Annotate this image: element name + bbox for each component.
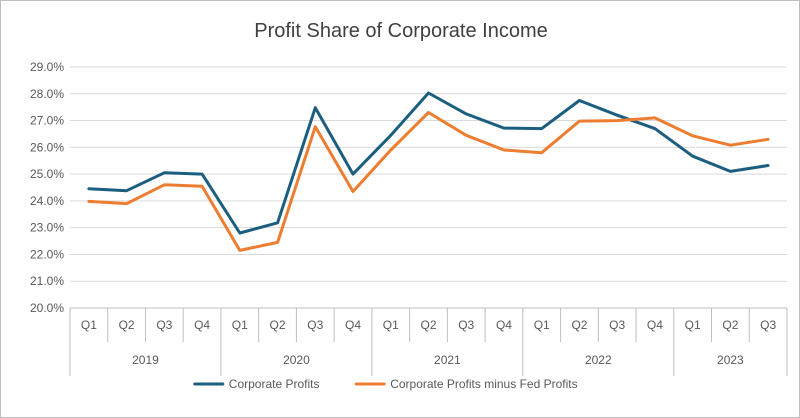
x-tick-label: Q4: [194, 318, 210, 332]
x-tick-label: Q3: [156, 318, 172, 332]
x-tick-label: Q1: [534, 318, 550, 332]
x-year-label: 2022: [585, 353, 612, 367]
x-tick-label: Q3: [609, 318, 625, 332]
y-tick-label: 23.0%: [30, 221, 64, 235]
y-tick-label: 28.0%: [30, 87, 64, 101]
series-line-1: [87, 91, 770, 235]
y-axis: 20.0% 21.0% 22.0% 23.0% 24.0% 25.0% 26.0% 27.0%…: [30, 60, 64, 315]
x-year-label: 2020: [283, 353, 310, 367]
y-tick-label: 21.0%: [30, 274, 64, 288]
x-tick-label: Q2: [119, 318, 135, 332]
legend: Corporate Profits Corporate Profits minus…: [193, 377, 578, 391]
y-tick-label: 26.0%: [30, 140, 64, 154]
x-tick-label: Q4: [345, 318, 361, 332]
x-tick-label: Q1: [685, 318, 701, 332]
legend-label-1: Corporate Profits: [229, 377, 320, 391]
gridlines: [70, 66, 787, 309]
legend-label-2: Corporate Profits minus Fed Profits: [390, 377, 577, 391]
x-tick-label: Q1: [232, 318, 248, 332]
y-tick-label: 27.0%: [30, 114, 64, 128]
x-tick-label: Q2: [571, 318, 587, 332]
y-tick-label: 25.0%: [30, 167, 64, 181]
x-tick-label: Q4: [496, 318, 512, 332]
x-tick-label: Q2: [722, 318, 738, 332]
x-tick-label: Q4: [647, 318, 663, 332]
y-tick-label: 24.0%: [30, 194, 64, 208]
x-year-label: 2019: [132, 353, 159, 367]
x-tick-label: Q2: [270, 318, 286, 332]
x-year-label: 2023: [717, 353, 744, 367]
y-tick-label: 22.0%: [30, 247, 64, 261]
x-axis: Q1 Q2 Q3 Q4 Q1 Q2 Q3 Q4 Q1 Q2 Q3 Q4 Q1 Q2 Q3 Q4 Q1 Q2 Q3 20…: [69, 308, 788, 376]
x-tick-label: Q3: [307, 318, 323, 332]
y-tick-label: 29.0%: [30, 60, 64, 74]
y-tick-label: 20.0%: [30, 301, 64, 315]
x-tick-label: Q3: [760, 318, 776, 332]
x-year-label: 2021: [434, 353, 461, 367]
x-tick-label: Q1: [81, 318, 97, 332]
series-line-2: [87, 111, 770, 252]
x-tick-label: Q1: [383, 318, 399, 332]
x-tick-label: Q3: [458, 318, 474, 332]
x-tick-label: Q2: [420, 318, 436, 332]
chart-title: Profit Share of Corporate Income: [254, 20, 547, 42]
series-lines: [87, 91, 770, 252]
